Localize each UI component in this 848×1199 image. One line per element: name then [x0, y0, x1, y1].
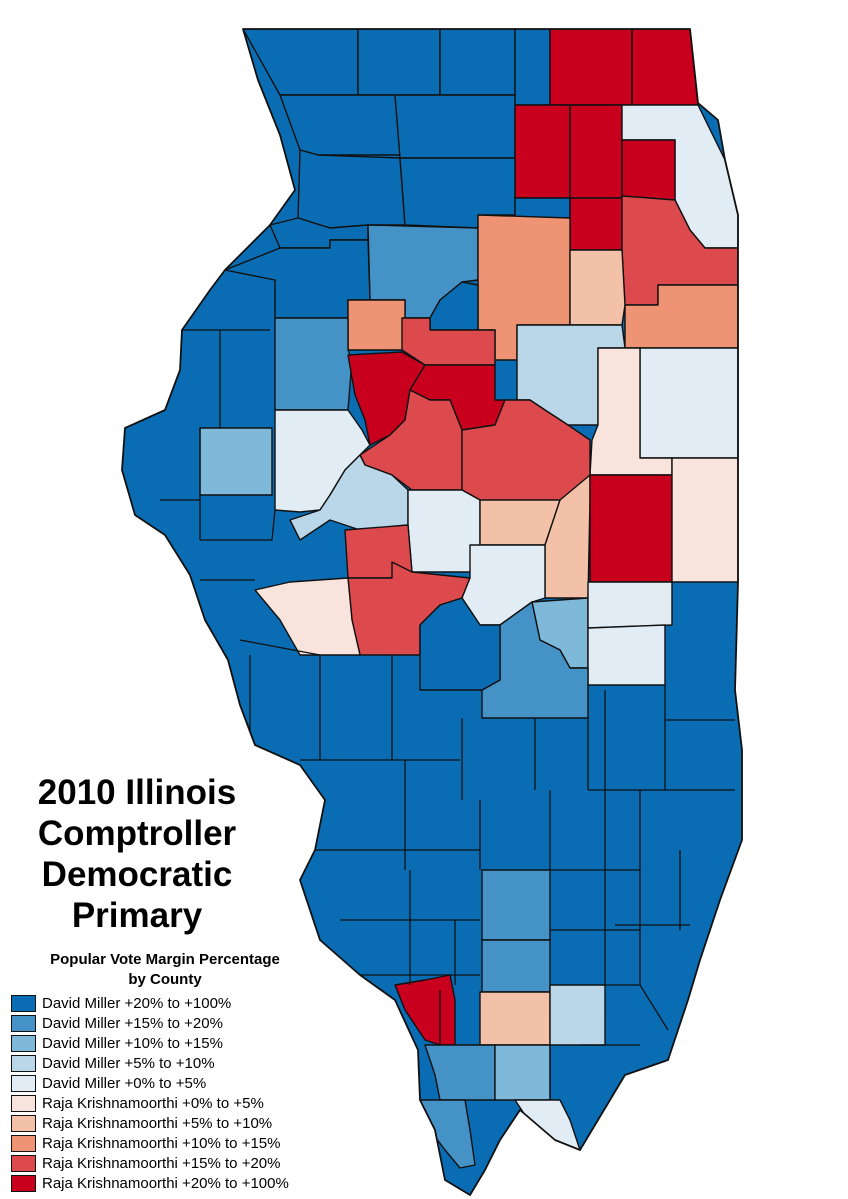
county — [481, 869, 551, 941]
state-outline — [121, 28, 743, 1196]
county — [587, 581, 673, 629]
legend-title-line: by County — [128, 971, 202, 988]
map-title-line: 2010 Illinois — [37, 773, 237, 812]
legend-swatch — [11, 1174, 36, 1192]
county — [587, 624, 666, 686]
legend-label: Raja Krishnamoorthi +15% to +20% — [42, 1154, 281, 1172]
map-title-line: Democratic — [41, 855, 233, 894]
legend-item: David Miller +20% to +100% — [11, 993, 289, 1013]
legend-label: Raja Krishnamoorthi +0% to +5% — [42, 1094, 264, 1112]
legend-swatch — [11, 1094, 36, 1112]
map-title-line: Comptroller — [37, 814, 237, 853]
county — [589, 474, 673, 583]
legend-label: Raja Krishnamoorthi +5% to +10% — [42, 1114, 273, 1132]
legend-label: Raja Krishnamoorthi +10% to +15% — [42, 1134, 281, 1152]
legend-item: Raja Krishnamoorthi +5% to +10% — [11, 1113, 289, 1133]
legend-item: David Miller +5% to +10% — [11, 1053, 289, 1073]
legend-swatch — [11, 1014, 36, 1032]
county — [549, 984, 606, 1046]
legend-title-line: Popular Vote Margin Percentage — [50, 951, 280, 968]
map-title-line: Primary — [71, 896, 203, 935]
county — [569, 104, 623, 199]
legend-item: David Miller +10% to +15% — [11, 1033, 289, 1053]
legend-item: Raja Krishnamoorthi +10% to +15% — [11, 1133, 289, 1153]
county — [514, 104, 571, 199]
county — [514, 197, 571, 219]
legend-swatch — [11, 1134, 36, 1152]
legend-swatch — [11, 1114, 36, 1132]
county — [671, 457, 739, 583]
county — [357, 29, 441, 96]
county — [274, 317, 353, 411]
legend-item: Raja Krishnamoorthi +15% to +20% — [11, 1153, 289, 1173]
legend-swatch — [11, 994, 36, 1012]
legend: David Miller +20% to +100% David Miller +… — [11, 993, 289, 1193]
county — [359, 389, 463, 491]
county — [401, 317, 496, 366]
legend-item: Raja Krishnamoorthi +20% to +100% — [11, 1173, 289, 1193]
county — [549, 29, 633, 106]
legend-item: Raja Krishnamoorthi +0% to +5% — [11, 1093, 289, 1113]
county — [479, 991, 551, 1046]
county — [394, 94, 516, 159]
county — [631, 29, 699, 106]
legend-swatch — [11, 1034, 36, 1052]
legend-swatch — [11, 1154, 36, 1172]
legend-title: Popular Vote Margin Percentage by County — [22, 950, 308, 990]
county — [621, 139, 676, 201]
county — [254, 577, 361, 656]
legend-swatch — [11, 1074, 36, 1092]
county — [424, 1044, 496, 1101]
legend-label: David Miller +20% to +100% — [42, 994, 232, 1012]
map-title: 2010 Illinois Comptroller Democratic Pri… — [8, 772, 266, 936]
legend-label: David Miller +15% to +20% — [42, 1014, 223, 1032]
county — [419, 597, 501, 691]
county-boundaries — [160, 329, 735, 1100]
legend-label: David Miller +5% to +10% — [42, 1054, 215, 1072]
legend-swatch — [11, 1054, 36, 1072]
county — [494, 1044, 551, 1101]
county — [569, 197, 623, 251]
legend-label: David Miller +10% to +15% — [42, 1034, 223, 1052]
county — [481, 939, 551, 993]
county — [347, 299, 406, 351]
county — [279, 94, 401, 156]
county — [569, 249, 626, 326]
county — [514, 29, 551, 106]
legend-item: David Miller +15% to +20% — [11, 1013, 289, 1033]
county — [439, 29, 516, 96]
legend-label: Raja Krishnamoorthi +20% to +100% — [42, 1174, 289, 1192]
legend-label: David Miller +0% to +5% — [42, 1074, 207, 1092]
county — [297, 149, 406, 229]
county — [407, 489, 481, 573]
county — [199, 427, 273, 496]
county — [639, 347, 739, 459]
legend-item: David Miller +0% to +5% — [11, 1073, 289, 1093]
